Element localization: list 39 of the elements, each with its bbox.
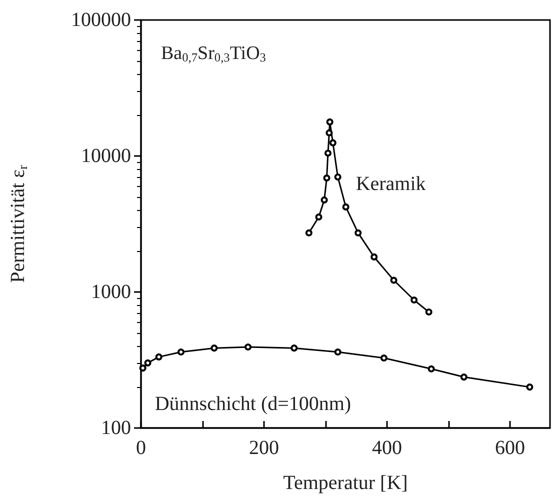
x-tick-label: 0 [136,437,146,459]
point [315,214,322,220]
x-tick-label: 200 [249,437,280,459]
point [155,353,162,360]
point [326,129,333,136]
x-tick-label: 400 [372,437,402,459]
point [460,374,468,381]
point [329,139,336,146]
point [354,229,362,236]
y-axis-title: Permittivität εr [7,164,30,283]
point [320,196,328,204]
point [410,296,418,304]
point [144,359,152,366]
x-axis-title: Temperatur [K] [283,472,408,494]
point [425,308,432,316]
y-tick-label: 10000 [81,145,131,167]
point [380,354,388,362]
y-tick-label: 100 [101,417,131,439]
point [290,344,298,352]
point [342,203,350,210]
y-tick-label: 1000 [91,281,131,303]
point [305,229,312,236]
series-label: Keramik [356,172,426,195]
series-label: Dünnschicht (d=100nm) [154,393,352,416]
point [210,344,218,352]
point [323,174,330,182]
point [428,365,435,372]
point [390,276,398,284]
point [139,364,146,372]
point [324,150,332,157]
point [177,348,184,356]
x-tick-label: 600 [495,437,526,459]
point [334,348,342,356]
point [526,384,534,391]
point [326,118,334,126]
point [370,253,378,260]
y-tick-label: 100000 [71,9,131,31]
point [244,344,252,351]
point [334,173,342,180]
